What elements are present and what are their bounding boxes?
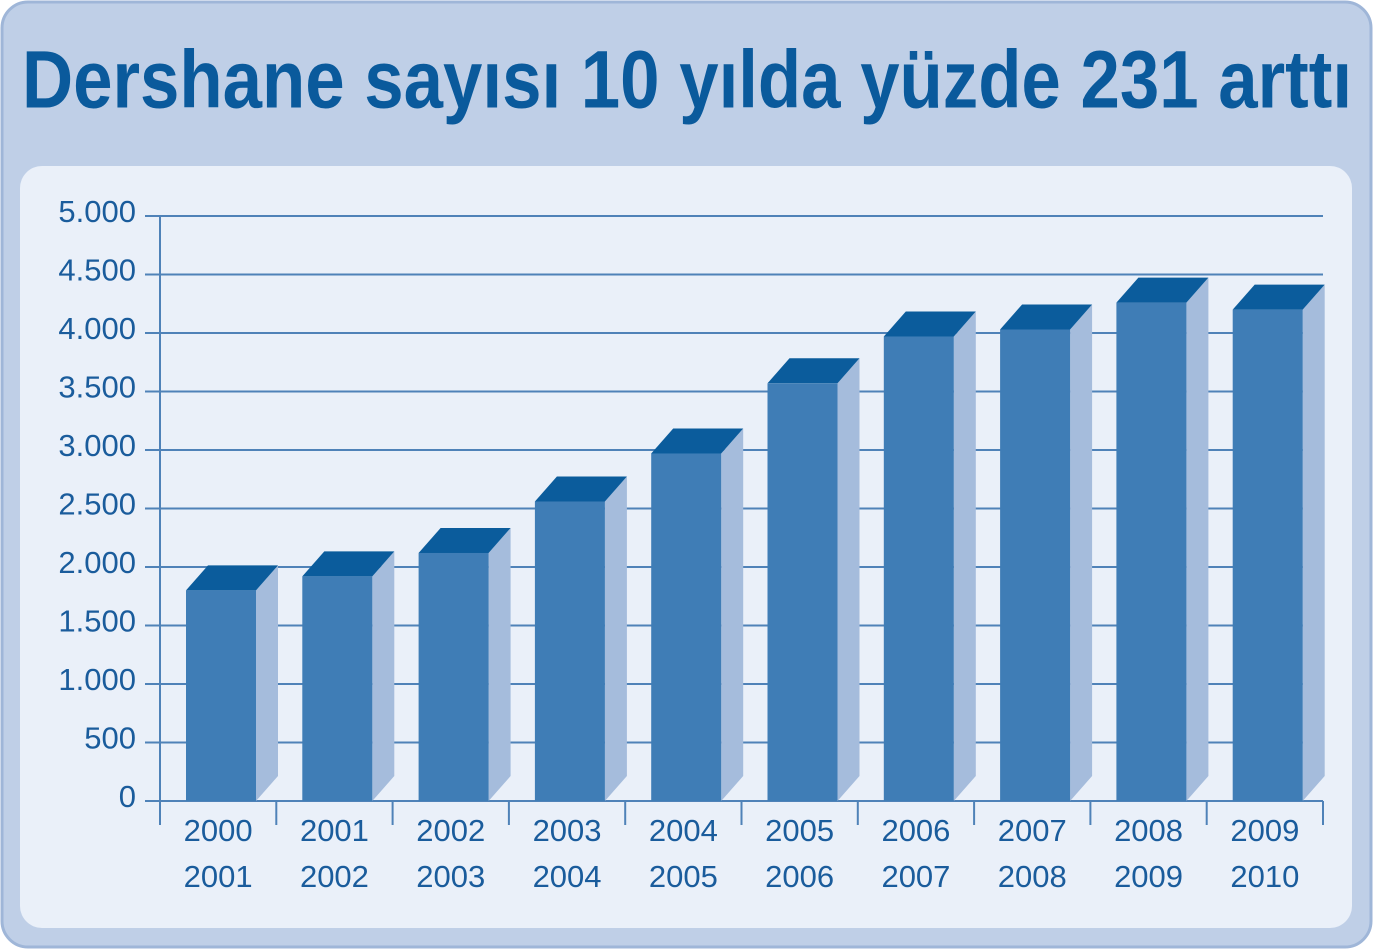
x-tick-label: 2003 (416, 859, 485, 894)
x-tick-label: 2009 (1114, 859, 1183, 894)
bar-top (1232, 284, 1325, 310)
y-tick-label: 5.000 (58, 194, 136, 229)
bar-top (767, 358, 860, 384)
bar-top (1000, 304, 1093, 330)
x-tick-label: 2007 (881, 859, 950, 894)
y-tick-label: 1.000 (58, 662, 136, 697)
bar-top (302, 551, 395, 577)
bar (186, 590, 256, 801)
x-tick-label: 2010 (1230, 859, 1299, 894)
x-tick-label: 2008 (998, 859, 1067, 894)
x-tick-label: 2003 (533, 813, 602, 848)
bar (883, 336, 954, 801)
bar-top (418, 527, 511, 553)
bar-side (256, 565, 278, 801)
x-tick-label: 2007 (998, 813, 1067, 848)
bar (1232, 309, 1303, 801)
x-tick-label: 2001 (184, 859, 253, 894)
y-tick-label: 1.500 (58, 604, 136, 639)
bar-top (1116, 277, 1209, 303)
x-tick-label: 2001 (300, 813, 369, 848)
bar-side (604, 476, 627, 801)
x-tick-label: 2006 (881, 813, 950, 848)
bar-top (534, 476, 627, 502)
y-tick-label: 500 (84, 721, 136, 756)
x-tick-label: 2009 (1230, 813, 1299, 848)
bar-top (883, 311, 976, 337)
y-tick-label: 3.500 (58, 370, 136, 405)
x-tick-label: 2000 (184, 813, 253, 848)
x-tick-label: 2005 (649, 859, 718, 894)
bar (767, 383, 838, 801)
y-tick-label: 4.500 (58, 253, 136, 288)
x-tick-label: 2002 (416, 813, 485, 848)
bar-side (488, 527, 511, 801)
chart-title: Dershane sayısı 10 yılda yüzde 231 arttı (22, 35, 1352, 126)
bar-side (953, 311, 976, 801)
x-tick-label: 2004 (649, 813, 718, 848)
bar-top (186, 565, 278, 591)
y-tick-label: 2.500 (58, 487, 136, 522)
x-tick-label: 2005 (765, 813, 834, 848)
x-tick-label: 2006 (765, 859, 834, 894)
y-tick-label: 4.000 (58, 311, 136, 346)
x-tick-label: 2008 (1114, 813, 1183, 848)
bar (534, 501, 605, 801)
bar (1116, 302, 1187, 801)
y-tick-label: 0 (119, 779, 136, 814)
bar (1000, 329, 1071, 801)
bar-side (837, 358, 860, 801)
bar-side (1302, 284, 1325, 802)
bar-side (1186, 277, 1209, 802)
x-tick-label: 2002 (300, 859, 369, 894)
bar-side (1070, 304, 1093, 801)
bar (651, 453, 722, 801)
x-tick-label: 2004 (533, 859, 602, 894)
bar-side (721, 428, 744, 801)
y-tick-label: 2.000 (58, 545, 136, 580)
bar (418, 552, 489, 801)
bar-side (372, 551, 395, 801)
bar (302, 576, 373, 801)
y-tick-label: 3.000 (58, 428, 136, 463)
bar-top (651, 428, 744, 454)
